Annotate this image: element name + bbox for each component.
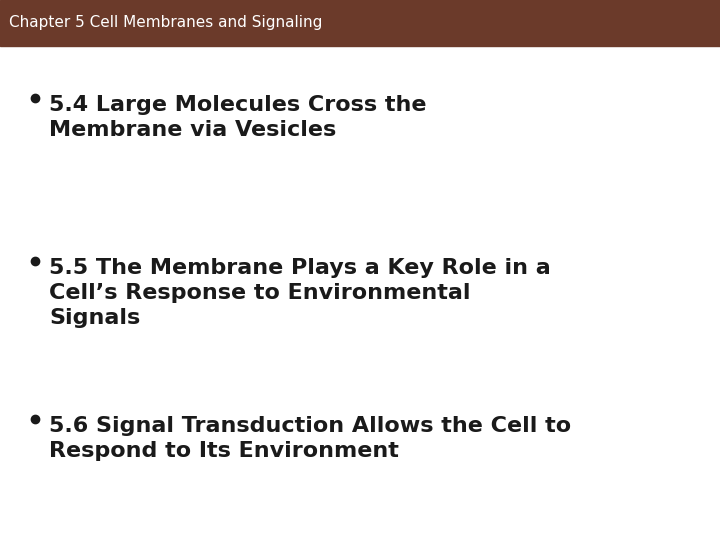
Text: 5.4 Large Molecules Cross the
Membrane via Vesicles: 5.4 Large Molecules Cross the Membrane v…: [49, 95, 426, 140]
Text: 5.6 Signal Transduction Allows the Cell to
Respond to Its Environment: 5.6 Signal Transduction Allows the Cell …: [49, 416, 571, 461]
Text: 5.5 The Membrane Plays a Key Role in a
Cell’s Response to Environmental
Signals: 5.5 The Membrane Plays a Key Role in a C…: [49, 258, 551, 328]
Text: Chapter 5 Cell Membranes and Signaling: Chapter 5 Cell Membranes and Signaling: [9, 16, 322, 30]
